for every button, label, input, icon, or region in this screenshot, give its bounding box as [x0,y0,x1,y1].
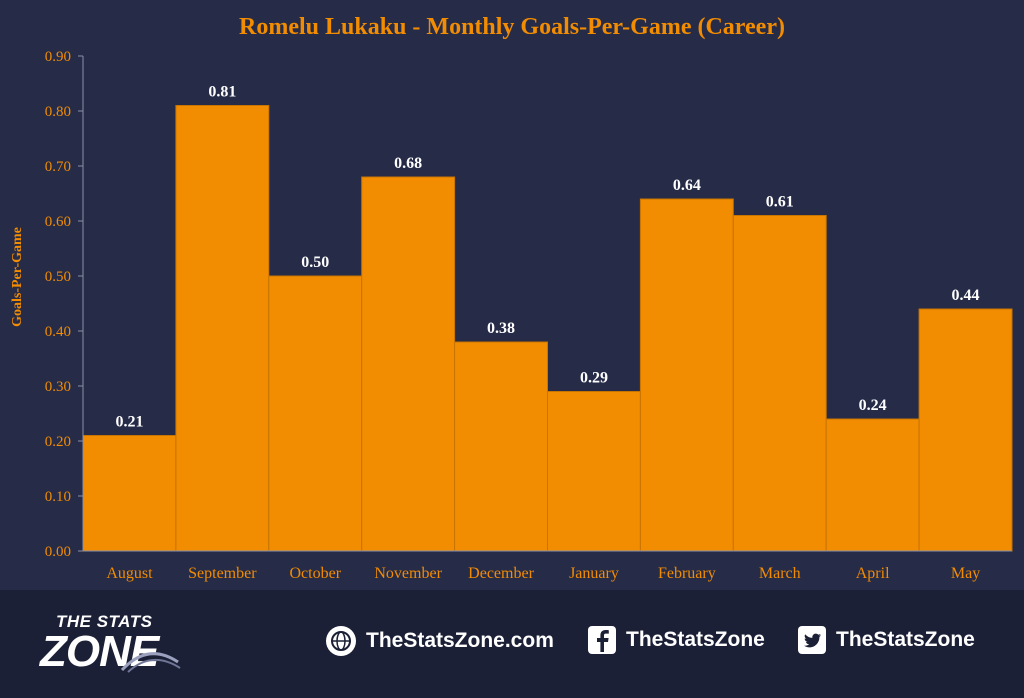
y-tick-label: 0.20 [45,434,71,450]
logo-swoosh-icon [120,652,181,673]
logo-top-text: THE STATS [56,612,153,631]
data-label: 0.38 [487,320,515,337]
chart: Romelu Lukaku - Monthly Goals-Per-Game (… [10,14,1013,582]
y-tick-label: 0.00 [45,544,71,560]
data-label: 0.61 [766,194,794,211]
data-label: 0.29 [580,370,608,387]
data-label: 0.44 [952,287,980,304]
x-tick-label: January [569,565,619,582]
website-link[interactable]: TheStatsZone.com [326,626,554,656]
x-tick-label: April [856,565,890,582]
facebook-link[interactable]: TheStatsZone [588,626,765,654]
x-tick-label: March [759,565,801,582]
bar-september [175,105,270,552]
x-tick-label: February [658,565,716,582]
bar-october [268,275,363,552]
x-tick-label: November [374,565,442,582]
y-tick-label: 0.80 [45,104,71,120]
y-tick-label: 0.60 [45,214,71,230]
bar-may [918,308,1013,552]
bar-december [454,341,549,552]
y-tick-label: 0.90 [45,49,71,65]
footer: THE STATS ZONE TheStatsZone.com TheStats… [0,590,1024,698]
x-tick-label: May [951,565,980,582]
y-tick-label: 0.50 [45,269,71,285]
bar-march [732,215,827,552]
data-label: 0.24 [859,397,887,414]
x-tick-label: August [106,565,153,582]
chart-title: Romelu Lukaku - Monthly Goals-Per-Game (… [239,14,785,40]
y-tick-label: 0.10 [45,489,71,505]
twitter-icon [798,626,826,654]
data-label: 0.81 [208,84,236,101]
bar-april [825,418,920,552]
y-axis-label: Goals-Per-Game [10,227,25,327]
bar-chart: Romelu Lukaku - Monthly Goals-Per-Game (… [10,14,1013,582]
data-label: 0.68 [394,155,422,172]
data-label: 0.64 [673,177,701,194]
facebook-text: TheStatsZone [626,628,765,651]
y-tick-label: 0.70 [45,159,71,175]
x-tick-label: September [188,565,257,582]
twitter-text: TheStatsZone [836,628,975,651]
bar-august [82,435,177,552]
globe-icon [326,626,356,656]
y-tick-label: 0.40 [45,324,71,340]
data-label: 0.21 [115,414,143,431]
bar-november [361,176,456,552]
logo-bottom-text: ZONE [40,627,159,676]
x-tick-label: October [289,565,341,582]
bar-february [639,198,734,552]
bars: 0.21 0.81 0.50 0.68 0.38 0.29 0.64 0.61 0.24 0.44 [82,84,1013,552]
y-axis: 0.00 0.10 0.20 0.30 0.40 0.50 0.60 0.70 0.80 0.90 [45,49,83,560]
data-label: 0.50 [301,254,329,271]
bar-january [547,391,641,552]
twitter-link[interactable]: TheStatsZone [798,626,975,654]
facebook-icon [588,626,616,654]
website-text: TheStatsZone.com [366,629,554,652]
y-tick-label: 0.30 [45,379,71,395]
x-tick-label: December [468,565,534,582]
x-axis: August September October November December Ja… [106,565,980,582]
stats-zone-logo: THE STATS ZONE [38,610,218,680]
